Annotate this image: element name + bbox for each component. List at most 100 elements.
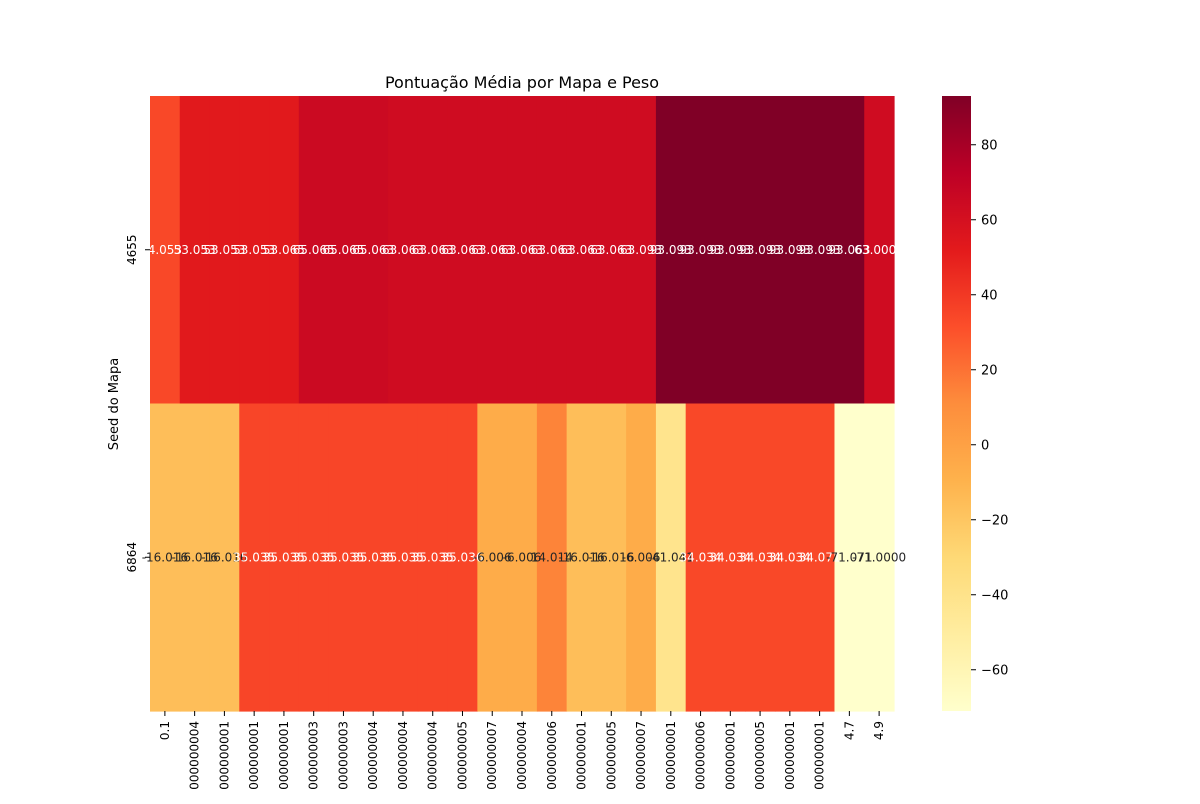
colorbar-tick-label: 40 xyxy=(981,288,998,303)
heatmap-cell xyxy=(209,403,240,712)
colorbar-ticks: 80 60 40 20 0 −20 −40 −60 xyxy=(971,138,1008,678)
cell-value-label: 35.035 xyxy=(293,550,335,564)
colorbar-tick-label: 20 xyxy=(981,363,998,378)
column-tick-label: 000000006 xyxy=(694,721,708,790)
heatmap-cell xyxy=(596,403,627,712)
chart-title: Pontuação Média por Mapa e Peso xyxy=(385,73,659,92)
heatmap-cell xyxy=(804,403,836,712)
cell-value-label: -16.016 xyxy=(171,550,217,564)
heatmap-cell xyxy=(269,403,300,712)
heatmap-cell xyxy=(774,96,806,405)
cell-value-label: 93.093 xyxy=(799,243,841,257)
cell-value-label: 53.053 xyxy=(174,243,216,257)
colorbar-tick-label: 0 xyxy=(981,438,989,453)
heatmap-cell xyxy=(298,96,330,405)
heatmap-cell xyxy=(685,403,717,712)
cell-value-label: -16.016 xyxy=(588,550,634,564)
row-tick-label: 4655 xyxy=(125,234,139,265)
column-tick-label: 000000001 xyxy=(783,721,797,790)
colorbar-tick-label: −20 xyxy=(981,513,1008,528)
heatmap-cell xyxy=(417,96,449,405)
heatmap-cell xyxy=(447,403,478,712)
colorbar-tick-label: 80 xyxy=(981,138,998,153)
heatmap-cell xyxy=(536,403,568,712)
heatmap-cell xyxy=(566,403,597,712)
heatmap-cell xyxy=(745,96,776,405)
column-tick-label: 000000001 xyxy=(247,721,261,790)
column-tick-label: 000000001 xyxy=(217,721,231,790)
cell-value-label: 4.053 xyxy=(148,243,182,257)
cell-value-label: 63.063 xyxy=(590,243,632,257)
heatmap-cell xyxy=(507,403,538,712)
heatmap-cell xyxy=(388,96,419,405)
heatmap-cell xyxy=(269,96,300,405)
cell-value-label: 63.0000 xyxy=(854,243,904,257)
column-tick-label: 000000001 xyxy=(723,721,737,790)
cell-value-label: -6.006 xyxy=(622,550,661,564)
cell-value-label: 63.063 xyxy=(382,243,424,257)
cell-value-label: -6.006 xyxy=(473,550,512,564)
cell-value-label: 63.063 xyxy=(531,243,573,257)
cell-value-label: 53.065 xyxy=(263,243,305,257)
cell-value-label: 14.014 xyxy=(531,550,573,564)
heatmap-cell xyxy=(358,403,389,712)
column-tick-label: 000000001 xyxy=(813,721,827,790)
column-tick-label: 000000001 xyxy=(575,721,589,790)
heatmap-cells xyxy=(150,96,895,712)
cell-value-label: 93.093 xyxy=(709,243,751,257)
heatmap-cell xyxy=(655,96,687,405)
cell-value-label: 63.063 xyxy=(412,243,454,257)
column-tick-label: 000000005 xyxy=(455,721,469,790)
heatmap-cell xyxy=(864,403,895,712)
cell-value-label: 34.034 xyxy=(709,550,751,564)
column-tick-label: 000000004 xyxy=(426,721,440,790)
cell-value-label: -16.016 xyxy=(201,550,247,564)
column-tick-label: 000000007 xyxy=(485,721,499,790)
heatmap-cell xyxy=(745,403,776,712)
heatmap-cell xyxy=(685,96,717,405)
cell-value-label: 35.035 xyxy=(382,550,424,564)
column-tick-label: 000000005 xyxy=(753,721,767,790)
heatmap-cell xyxy=(239,403,270,712)
cell-value-label: 93.093 xyxy=(739,243,781,257)
column-tick-label: 000000003 xyxy=(307,721,321,790)
heatmap-cell-labels: 4.05353.05353.05353.05353.06565.06565.06… xyxy=(142,243,906,565)
heatmap-cell xyxy=(150,96,181,405)
column-tick-label: 000000004 xyxy=(396,721,410,790)
heatmap-cell xyxy=(804,96,836,405)
cell-value-label: -16.016 xyxy=(142,550,188,564)
cell-value-label: 63.063 xyxy=(561,243,603,257)
heatmap-cell xyxy=(477,403,508,712)
column-tick-label: 000000004 xyxy=(366,721,380,790)
heatmap-cell xyxy=(715,96,746,405)
cell-value-label: 63.063 xyxy=(501,243,543,257)
column-tick-label: 000000006 xyxy=(545,721,559,790)
heatmap-cell xyxy=(417,403,449,712)
y-axis-label: Seed do Mapa xyxy=(107,358,122,450)
cell-value-label: -71.071 xyxy=(826,550,872,564)
heatmap-cell xyxy=(626,403,657,712)
heatmap-cell xyxy=(507,96,538,405)
column-tick-label: 000000004 xyxy=(515,721,529,790)
heatmap-cell xyxy=(298,403,330,712)
heatmap-cell xyxy=(566,96,597,405)
cell-value-label: 53.053 xyxy=(233,243,275,257)
heatmap-cell xyxy=(626,96,657,405)
colorbar xyxy=(942,96,971,711)
colorbar-tick-label: −40 xyxy=(981,588,1008,603)
heatmap-cell xyxy=(774,403,806,712)
cell-value-label: 35.035 xyxy=(263,550,305,564)
cell-value-label: 93.063 xyxy=(828,243,870,257)
heatmap-cell xyxy=(715,403,746,712)
cell-value-label: 34.034 xyxy=(680,550,722,564)
cell-value-label: 63.063 xyxy=(441,243,483,257)
row-tick-label: 6864 xyxy=(125,542,139,573)
cell-value-label: 93.093 xyxy=(680,243,722,257)
cell-value-label: 93.093 xyxy=(650,243,692,257)
cell-value-label: 93.093 xyxy=(769,243,811,257)
column-tick-label: 4.7 xyxy=(842,721,856,740)
cell-value-label: 65.065 xyxy=(293,243,335,257)
heatmap-cell xyxy=(179,403,211,712)
